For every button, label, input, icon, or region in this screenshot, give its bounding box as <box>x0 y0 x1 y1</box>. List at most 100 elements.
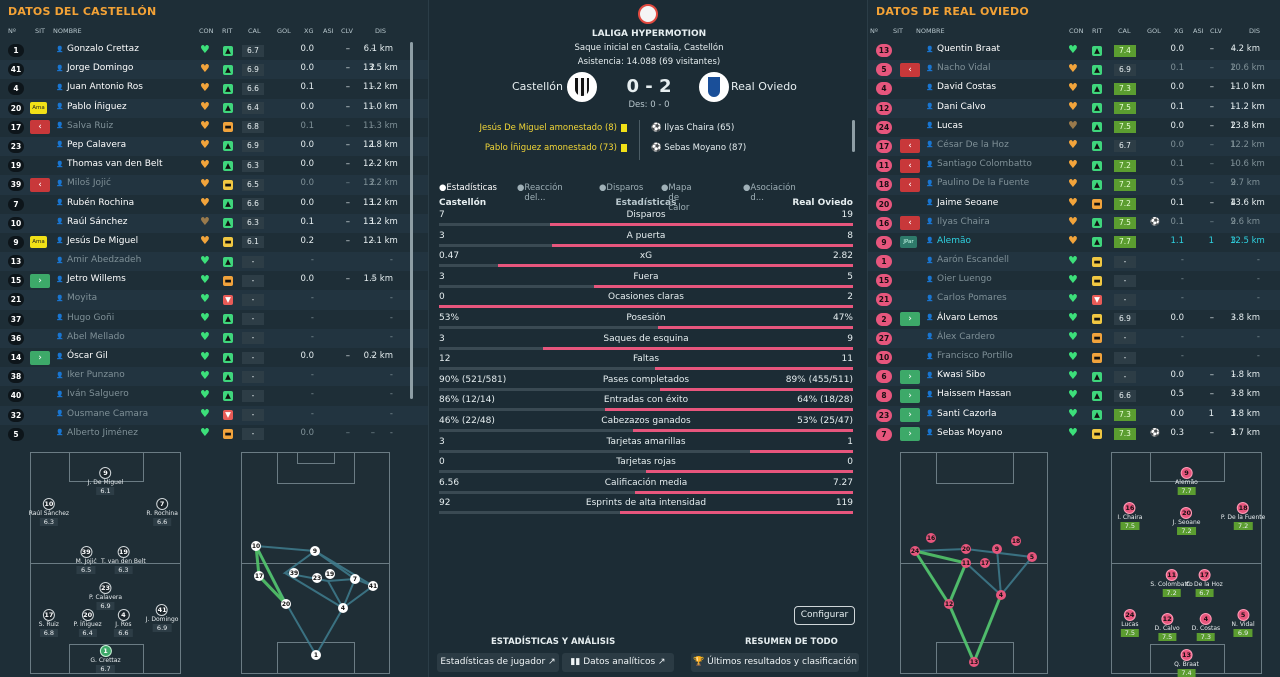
formation-player[interactable]: 1 G. Crettaz 6.7 <box>90 645 121 673</box>
player-name[interactable]: Rubén Rochina <box>67 197 135 208</box>
formation-player[interactable]: 9 J. De Miguel 6.1 <box>88 467 123 495</box>
col-header-nombre[interactable]: NOMBRE <box>916 27 945 35</box>
player-name[interactable]: Miloš Jojić <box>67 178 111 189</box>
player-row[interactable]: 38 👤 Iker Punzano ♥ ▲ - - - <box>0 367 428 387</box>
col-header-con[interactable]: CON <box>199 27 214 35</box>
player-name[interactable]: César De la Hoz <box>937 139 1009 150</box>
player-row[interactable]: 21 👤 Moyita ♥ ▼ - - - <box>0 290 428 310</box>
away-team-name[interactable]: Real Oviedo <box>731 80 797 93</box>
player-name[interactable]: Óscar Gil <box>67 351 108 361</box>
player-row[interactable]: 19 👤 Thomas van den Belt ♥ ▲ 6.3 0.0– –12.2 km <box>0 156 428 175</box>
player-row[interactable]: 5 ‹ 👤 Nacho Vidal ♥ ▲ 6.9 0.1 – 2 10.6 km <box>868 60 1280 80</box>
col-header-cal[interactable]: CAL <box>1118 27 1131 35</box>
home-team-name[interactable]: Castellón <box>511 80 563 93</box>
subbed-off-icon[interactable]: ‹ <box>900 158 920 173</box>
col-header-nombre[interactable]: NOMBRE <box>53 27 82 35</box>
formation-player[interactable]: 16 I. Chaira 7.5 <box>1117 502 1142 530</box>
formation-player[interactable]: 23 P. Calavera 6.9 <box>89 582 122 610</box>
player-name[interactable]: Sebas Moyano <box>937 427 1003 438</box>
player-row[interactable]: 9 Ama 👤 Jesús De Miguel ♥ ▬ 6.1 0.2– –12.1 km <box>0 233 428 252</box>
player-name[interactable]: Álex Cardero <box>937 331 995 342</box>
formation-player[interactable]: 4 J. Ros 6.6 <box>114 609 133 637</box>
player-name[interactable]: Santi Cazorla <box>937 408 997 419</box>
tab-estadisticas[interactable]: ● Estadísticas <box>439 183 497 193</box>
player-row[interactable]: 12 👤 Dani Calvo ♥ ▲ 7.5 0.1– –11.2 km <box>868 98 1280 118</box>
analytics-button[interactable]: ▮▮ Datos analíticos ↗ <box>562 653 674 672</box>
player-name[interactable]: Raúl Sánchez <box>67 216 128 227</box>
subbed-off-icon[interactable]: ‹ <box>900 177 920 192</box>
away-team-crest[interactable] <box>699 72 729 102</box>
player-name[interactable]: Salva Ruiz <box>67 120 114 131</box>
player-row[interactable]: 36 👤 Abel Mellado ♥ ▲ - - - <box>0 328 428 348</box>
player-name[interactable]: Juan Antonio Ros <box>67 82 143 93</box>
col-header-xg[interactable]: XG <box>304 27 314 35</box>
player-name[interactable]: Nacho Vidal <box>937 63 991 74</box>
tab-asociacion[interactable]: ● Asociación d... <box>743 183 796 203</box>
player-name[interactable]: Dani Calvo <box>937 101 986 112</box>
player-row[interactable]: 4 👤 David Costas ♥ ▲ 7.3 0.0– –11.0 km <box>868 79 1280 98</box>
player-name[interactable]: Lucas <box>937 120 963 131</box>
player-name[interactable]: Moyita <box>67 293 98 304</box>
player-name[interactable]: Paulino De la Fuente <box>937 178 1030 189</box>
home-table-scrollbar[interactable] <box>410 42 413 399</box>
subbed-on-icon[interactable]: › <box>30 350 50 365</box>
player-name[interactable]: Jaime Seoane <box>937 197 999 208</box>
player-name[interactable]: Ousmane Camara <box>67 408 149 419</box>
home-team-crest[interactable] <box>567 72 597 102</box>
player-row[interactable]: 1 👤 Aarón Escandell ♥ ▬ - - - <box>868 252 1280 272</box>
col-header-sit[interactable]: SIT <box>35 27 46 35</box>
subbed-off-icon[interactable]: ‹ <box>30 120 50 135</box>
col-header-clv[interactable]: CLV <box>1210 27 1222 35</box>
player-row[interactable]: 8 › 👤 Haissem Hassan ♥ ▲ 6.6 0.5– –3.8 km <box>868 386 1280 405</box>
col-header-con[interactable]: CON <box>1069 27 1084 35</box>
col-header-rit[interactable]: RIT <box>1092 27 1103 35</box>
col-header-nº[interactable]: Nº <box>8 27 16 35</box>
player-row[interactable]: 17 ‹ 👤 Salva Ruiz ♥ ▬ 6.8 0.1– –11.3 km <box>0 118 428 137</box>
formation-player[interactable]: 12 D. Calvo 7.5 <box>1155 613 1180 641</box>
player-row[interactable]: 37 👤 Hugo Goñi ♥ ▲ - - - <box>0 310 428 329</box>
player-row[interactable]: 7 › 👤 Sebas Moyano ♥ ▬ 7.3 ⚽ 0.3 – 1 3.7 km <box>868 425 1280 444</box>
player-row[interactable]: 6 › 👤 Kwasi Sibo ♥ ▲ -0.0– –1.8 km <box>868 367 1280 387</box>
col-header-rit[interactable]: RIT <box>222 27 233 35</box>
player-name[interactable]: Alberto Jiménez <box>67 427 138 438</box>
formation-player[interactable]: 17 S. Ruiz 6.8 <box>39 609 59 637</box>
formation-player[interactable]: 20 J. Seoane 7.2 <box>1173 507 1200 535</box>
player-name[interactable]: Oier Luengo <box>937 274 992 285</box>
player-row[interactable]: 27 👤 Álex Cardero ♥ ▬ - - - <box>868 328 1280 348</box>
player-row[interactable]: 15 👤 Oier Luengo ♥ ▬ - - - <box>868 271 1280 290</box>
player-row[interactable]: 16 ‹ 👤 Ilyas Chaira ♥ ▲ 7.5 ⚽ 0.1 – 2 9.6 km <box>868 213 1280 233</box>
player-row[interactable]: 1 👤 Gonzalo Crettaz ♥ ▲ 6.7 0.0– –6.1 km <box>0 41 428 60</box>
player-row[interactable]: 23 › 👤 Santi Cazorla ♥ ▲ 7.3 0.0 1 1 3.8 km <box>868 405 1280 425</box>
formation-player[interactable]: 11 S. Colombatto 7.2 <box>1150 569 1193 597</box>
player-name[interactable]: Hugo Goñi <box>67 312 115 323</box>
player-row[interactable]: 7 👤 Rubén Rochina ♥ ▲ 6.6 0.0 – 1 13.2 km <box>0 195 428 214</box>
player-name[interactable]: Jetro Willems <box>67 274 126 285</box>
player-name[interactable]: Abel Mellado <box>67 331 125 342</box>
col-header-asi[interactable]: ASI <box>1193 27 1204 35</box>
player-row[interactable]: 18 ‹ 👤 Paulino De la Fuente ♥ ▲ 7.2 0.5 – 2 9.7 km <box>868 175 1280 195</box>
player-name[interactable]: Ilyas Chaira <box>937 216 990 227</box>
player-name[interactable]: Álvaro Lemos <box>937 312 998 323</box>
subbed-on-icon[interactable]: › <box>900 408 920 423</box>
player-name[interactable]: Amir Abedzadeh <box>67 255 142 266</box>
player-name[interactable]: Haissem Hassan <box>937 389 1012 400</box>
player-row[interactable]: 23 👤 Pep Calavera ♥ ▲ 6.9 0.0 – 1 12.8 km <box>0 136 428 157</box>
player-row[interactable]: 17 ‹ 👤 César De la Hoz ♥ ▲ 6.7 0.0 – 1 12.2 km <box>868 136 1280 157</box>
col-header-sit[interactable]: SIT <box>893 27 904 35</box>
player-name[interactable]: Gonzalo Crettaz <box>67 44 139 54</box>
formation-player[interactable]: 13 Q. Braat 7.4 <box>1174 649 1199 677</box>
player-name[interactable]: Aarón Escandell <box>937 255 1010 266</box>
col-header-gol[interactable]: GOL <box>1147 27 1161 35</box>
player-name[interactable]: Alemão <box>937 235 971 246</box>
player-name[interactable]: Carlos Pomares <box>937 293 1007 304</box>
col-header-gol[interactable]: GOL <box>277 27 291 35</box>
formation-player[interactable]: 9 Alemão 7.7 <box>1175 467 1198 495</box>
player-row[interactable]: 24 👤 Lucas ♥ ▲ 7.5 0.0 – 2 13.8 km <box>868 118 1280 137</box>
col-header-xg[interactable]: XG <box>1174 27 1184 35</box>
player-row[interactable]: 39 ‹ 👤 Miloš Jojić ♥ ▬ 6.5 0.0 – 2 13.2 km <box>0 175 428 195</box>
formation-player[interactable]: 41 J. Domingo 6.9 <box>146 604 178 632</box>
player-name[interactable]: Iván Salguero <box>67 389 129 400</box>
player-name[interactable]: Pep Calavera <box>67 139 127 150</box>
player-row[interactable]: 32 👤 Ousmane Camara ♥ ▼ - - - <box>0 405 428 425</box>
player-row[interactable]: 20 👤 Jaime Seoane ♥ ▬ 7.2 0.1 – 4 13.6 km <box>868 195 1280 214</box>
